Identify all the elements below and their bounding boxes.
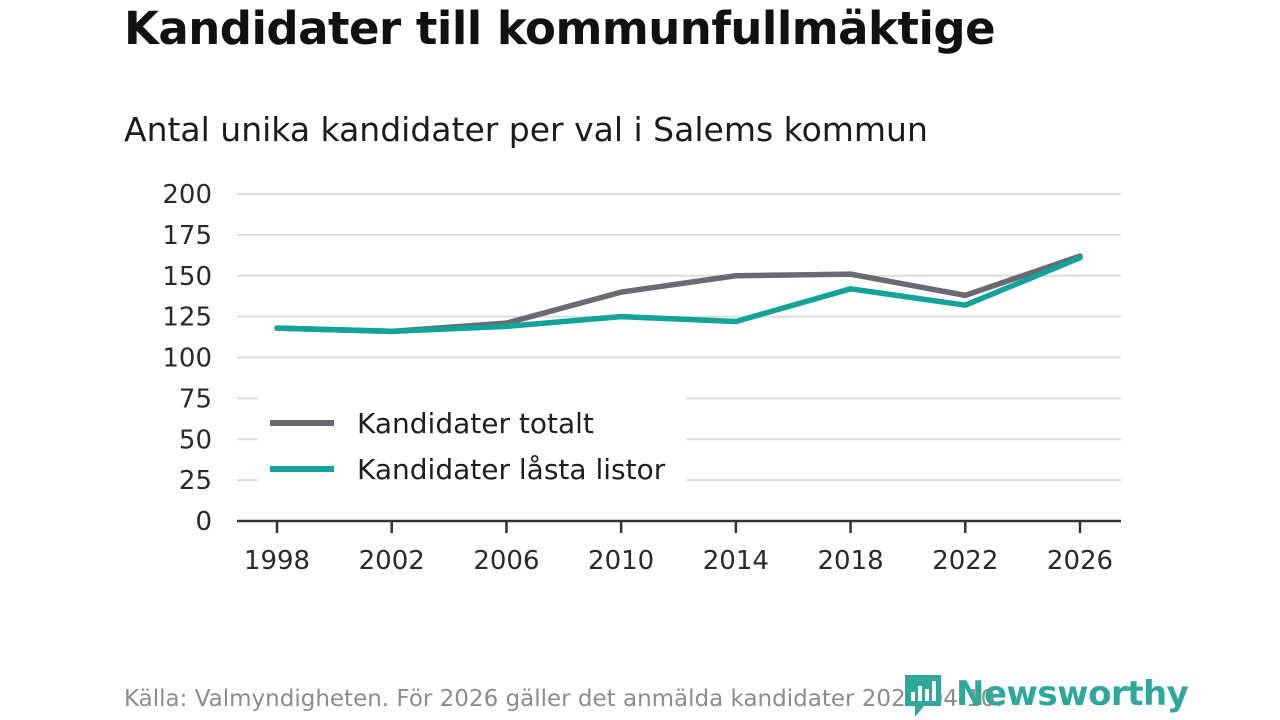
series-line-kandidater-lasta-listor	[274, 255, 1083, 335]
source-note: Källa: Valmyndigheten. För 2026 gäller d…	[124, 686, 1003, 712]
brand-logo: Newsworthy	[902, 670, 1189, 718]
y-tick-label: 175	[162, 221, 212, 251]
y-axis-ticks: 0 25 50 75 100 125 150 175 200	[162, 180, 212, 537]
y-tick-label: 200	[162, 180, 212, 210]
x-tick-label: 2010	[588, 546, 654, 576]
legend-label: Kandidater låsta listor	[357, 453, 666, 486]
legend-background	[258, 397, 686, 493]
x-tick-label: 2018	[817, 546, 883, 576]
y-tick-label: 50	[179, 425, 212, 455]
legend: Kandidater totalt Kandidater låsta listor	[258, 397, 686, 493]
chart-subtitle: Antal unika kandidater per val i Salems …	[124, 110, 928, 149]
brand-name: Newsworthy	[956, 674, 1189, 714]
x-tick-label: 2014	[703, 546, 769, 576]
x-tick-label: 2026	[1047, 546, 1113, 576]
x-tick-label: 2022	[932, 546, 998, 576]
y-tick-label: 25	[179, 466, 212, 496]
y-tick-label: 75	[179, 384, 212, 414]
y-tick-label: 100	[162, 344, 212, 374]
x-axis: 1998 2002 2006 2010 2014 2018 2022 2026	[237, 519, 1121, 576]
y-tick-label: 125	[162, 303, 212, 333]
series-lines	[274, 253, 1083, 335]
y-tick-label: 150	[162, 262, 212, 292]
legend-label: Kandidater totalt	[357, 407, 594, 440]
chart-title: Kandidater till kommunfullmäktige	[124, 2, 996, 55]
x-tick-label: 2002	[359, 546, 425, 576]
x-tick-label: 1998	[244, 546, 310, 576]
x-tick-label: 2006	[473, 546, 539, 576]
newsworthy-logo-icon	[902, 672, 944, 717]
y-tick-label: 0	[195, 507, 212, 537]
